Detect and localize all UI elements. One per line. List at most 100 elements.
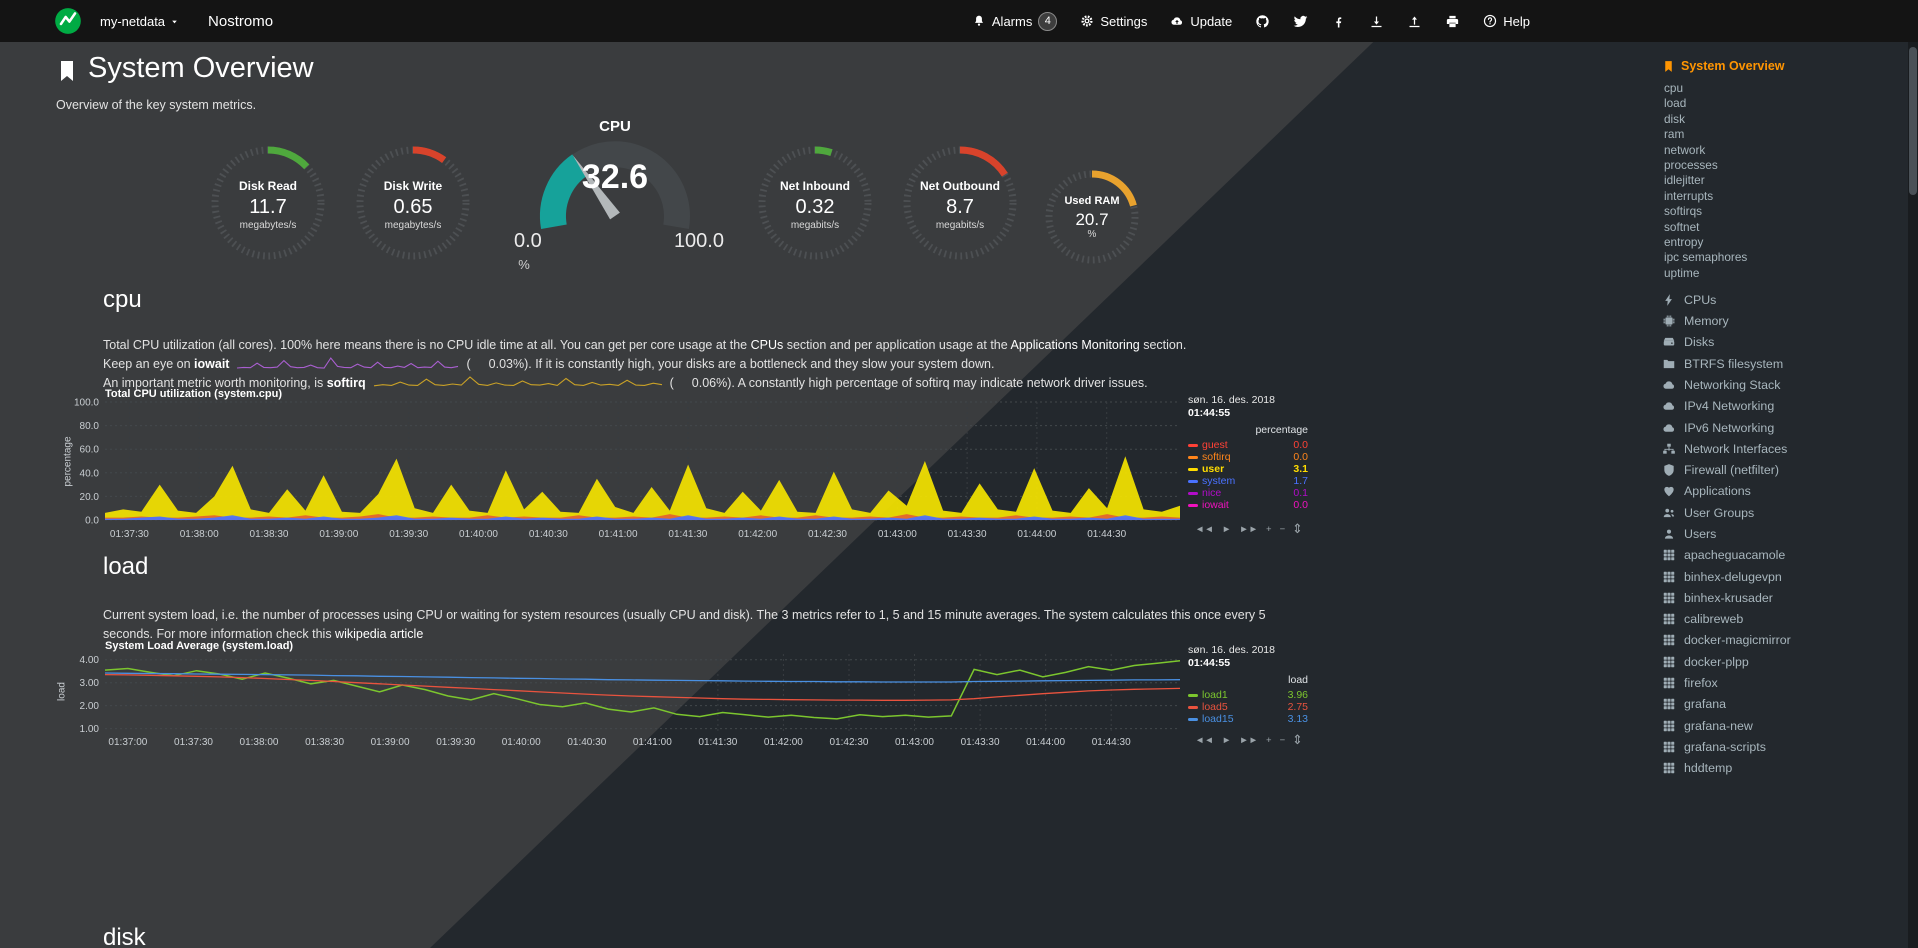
grid-icon (1662, 633, 1676, 647)
cpu-chart-plot[interactable]: 0.0 20.0 40.0 60.0 80.0 100.0 01:37:30 01:38:00… (55, 390, 1188, 547)
zoom-in-button[interactable]: + (1266, 735, 1272, 746)
sidebar-item-system-overview[interactable]: System Overview (1662, 57, 1910, 75)
applications-monitoring-link[interactable]: Applications Monitoring (1010, 338, 1140, 352)
legend-item-load5[interactable]: load5 2.75 (1188, 701, 1308, 713)
load-chart-plot[interactable]: 1.00 2.00 3.00 4.00 01:37:00 01:37:30 01:38:00… (55, 642, 1188, 755)
sidebar-item-network[interactable]: network (1664, 142, 1706, 157)
gauge-value: 20.7 (1075, 210, 1109, 229)
sidebar-item-docker-magicmirror[interactable]: docker-magicmirror (1662, 630, 1910, 651)
used-ram-gauge[interactable]: Used RAM 20.7 % (1042, 167, 1142, 267)
github-icon[interactable] (1255, 14, 1270, 29)
grid-icon (1662, 655, 1676, 669)
sidebar-item-firefox[interactable]: firefox (1662, 672, 1910, 693)
net-inbound-gauge[interactable]: Net Inbound 0.32 megabits/s (755, 143, 875, 263)
sidebar-item-disk[interactable]: disk (1664, 111, 1685, 126)
update-button[interactable]: Update (1170, 14, 1232, 29)
net-outbound-gauge[interactable]: Net Outbound 8.7 megabits/s (900, 143, 1020, 263)
sidebar-item-grafana-new[interactable]: grafana-new (1662, 715, 1910, 736)
sidebar-item-ipc-semaphores[interactable]: ipc semaphores (1664, 250, 1748, 265)
upload-icon[interactable] (1407, 14, 1422, 29)
sidebar-item-grafana-scripts[interactable]: grafana-scripts (1662, 736, 1910, 757)
sidebar-item-disks[interactable]: Disks (1662, 332, 1910, 353)
sidebar-item-entropy[interactable]: entropy (1664, 234, 1704, 249)
settings-button[interactable]: Settings (1080, 14, 1147, 29)
cpu-gauge[interactable]: CPU 32.6 0.0 100.0 % (502, 118, 728, 288)
svg-text:01:44:30: 01:44:30 (1087, 529, 1126, 540)
legend-item-user[interactable]: user 3.1 (1188, 463, 1308, 475)
chart-resize-handle[interactable]: ⇕ (1292, 732, 1303, 747)
sidebar-item-hddtemp[interactable]: hddtemp (1662, 758, 1910, 779)
gauge-ring (900, 143, 1020, 263)
gauge-value: 8.7 (946, 195, 974, 218)
play-button[interactable]: ► (1221, 524, 1232, 535)
zoom-out-button[interactable]: − (1279, 735, 1286, 746)
sidebar-item-ram[interactable]: ram (1664, 127, 1685, 142)
facebook-icon[interactable] (1331, 14, 1346, 29)
sidebar-item-binhex-delugevpn[interactable]: binhex-delugevpn (1662, 566, 1910, 587)
disk-write-gauge[interactable]: Disk Write 0.65 megabytes/s (353, 143, 473, 263)
legend-item-load1[interactable]: load1 3.96 (1188, 689, 1308, 701)
legend-item-iowait[interactable]: iowait 0.0 (1188, 499, 1308, 511)
pan-backward-button[interactable]: ◄◄ (1195, 735, 1214, 746)
sidebar-item-label: Users (1684, 526, 1717, 541)
wikipedia-link[interactable]: wikipedia article (335, 627, 424, 641)
sidebar-item-load[interactable]: load (1664, 96, 1687, 111)
my-netdata-menu[interactable]: my-netdata (100, 14, 180, 29)
legend-swatch (1188, 443, 1198, 447)
hostname[interactable]: Nostromo (208, 12, 274, 30)
svg-text:01:41:30: 01:41:30 (698, 737, 737, 748)
sidebar-item-applications[interactable]: Applications (1662, 481, 1910, 502)
gauge-label: Net Outbound (920, 179, 1000, 193)
legend-item-nice[interactable]: nice 0.1 (1188, 487, 1308, 499)
play-button[interactable]: ► (1221, 735, 1232, 746)
zoom-in-button[interactable]: + (1266, 524, 1272, 535)
pan-backward-button[interactable]: ◄◄ (1195, 524, 1214, 535)
sidebar-item-user-groups[interactable]: User Groups (1662, 502, 1910, 523)
sidebar-item-memory[interactable]: Memory (1662, 310, 1910, 331)
gauge-ring (353, 143, 473, 263)
legend-item-system[interactable]: system 1.7 (1188, 475, 1308, 487)
softirq-value: 0.06% (691, 376, 728, 390)
sidebar-item-ipv4-networking[interactable]: IPv4 Networking (1662, 396, 1910, 417)
pan-forward-button[interactable]: ►► (1239, 524, 1259, 535)
sidebar-item-btrfs-filesystem[interactable]: BTRFS filesystem (1662, 353, 1910, 374)
legend-item-guest[interactable]: guest 0.0 (1188, 439, 1308, 451)
sidebar-item-binhex-krusader[interactable]: binhex-krusader (1662, 587, 1910, 608)
sidebar-item-grafana[interactable]: grafana (1662, 694, 1910, 715)
sidebar-item-calibreweb[interactable]: calibreweb (1662, 609, 1910, 630)
sidebar-item-ipv6-networking[interactable]: IPv6 Networking (1662, 417, 1910, 438)
cpus-section-link[interactable]: CPUs (750, 338, 784, 352)
pan-forward-button[interactable]: ►► (1239, 735, 1259, 746)
netdata-logo[interactable] (54, 7, 82, 35)
sidebar-item-uptime[interactable]: uptime (1664, 265, 1700, 280)
twitter-icon[interactable] (1293, 14, 1308, 29)
legend-item-load15[interactable]: load15 3.13 (1188, 713, 1308, 725)
help-button[interactable]: Help (1483, 14, 1530, 29)
sidebar-item-idlejitter[interactable]: idlejitter (1664, 173, 1705, 188)
sidebar-item-cpus[interactable]: CPUs (1662, 289, 1910, 310)
sidebar-item-processes[interactable]: processes (1664, 157, 1718, 172)
sidebar-item-label: Disks (1684, 335, 1715, 350)
sidebar-item-softirqs[interactable]: softirqs (1664, 204, 1703, 219)
sidebar-item-apacheguacamole[interactable]: apacheguacamole (1662, 545, 1910, 566)
chart-resize-handle[interactable]: ⇕ (1292, 521, 1303, 536)
disk-read-gauge[interactable]: Disk Read 11.7 megabytes/s (208, 143, 328, 263)
svg-text:01:41:30: 01:41:30 (668, 529, 707, 540)
sidebar-item-network-interfaces[interactable]: Network Interfaces (1662, 438, 1910, 459)
scrollbar-thumb[interactable] (1909, 47, 1917, 195)
sidebar-item-networking-stack[interactable]: Networking Stack (1662, 374, 1910, 395)
sidebar-item-softnet[interactable]: softnet (1664, 219, 1700, 234)
page-scrollbar[interactable] (1908, 42, 1918, 948)
sidebar-item-users[interactable]: Users (1662, 523, 1910, 544)
sidebar-item-firewall-netfilter-[interactable]: Firewall (netfilter) (1662, 459, 1910, 480)
download-icon[interactable] (1369, 14, 1384, 29)
sidebar-item-cpu[interactable]: cpu (1664, 81, 1684, 95)
print-icon[interactable] (1445, 14, 1460, 29)
alarms-button[interactable]: Alarms 4 (972, 11, 1058, 31)
legend-item-softirq[interactable]: softirq 0.0 (1188, 451, 1308, 463)
sidebar-item-docker-plpp[interactable]: docker-plpp (1662, 651, 1910, 672)
sidebar-item-interrupts[interactable]: interrupts (1664, 188, 1714, 203)
sidebar-item-label: calibreweb (1684, 612, 1744, 627)
zoom-out-button[interactable]: − (1279, 524, 1286, 535)
sidebar-item-label: System Overview (1681, 59, 1785, 73)
